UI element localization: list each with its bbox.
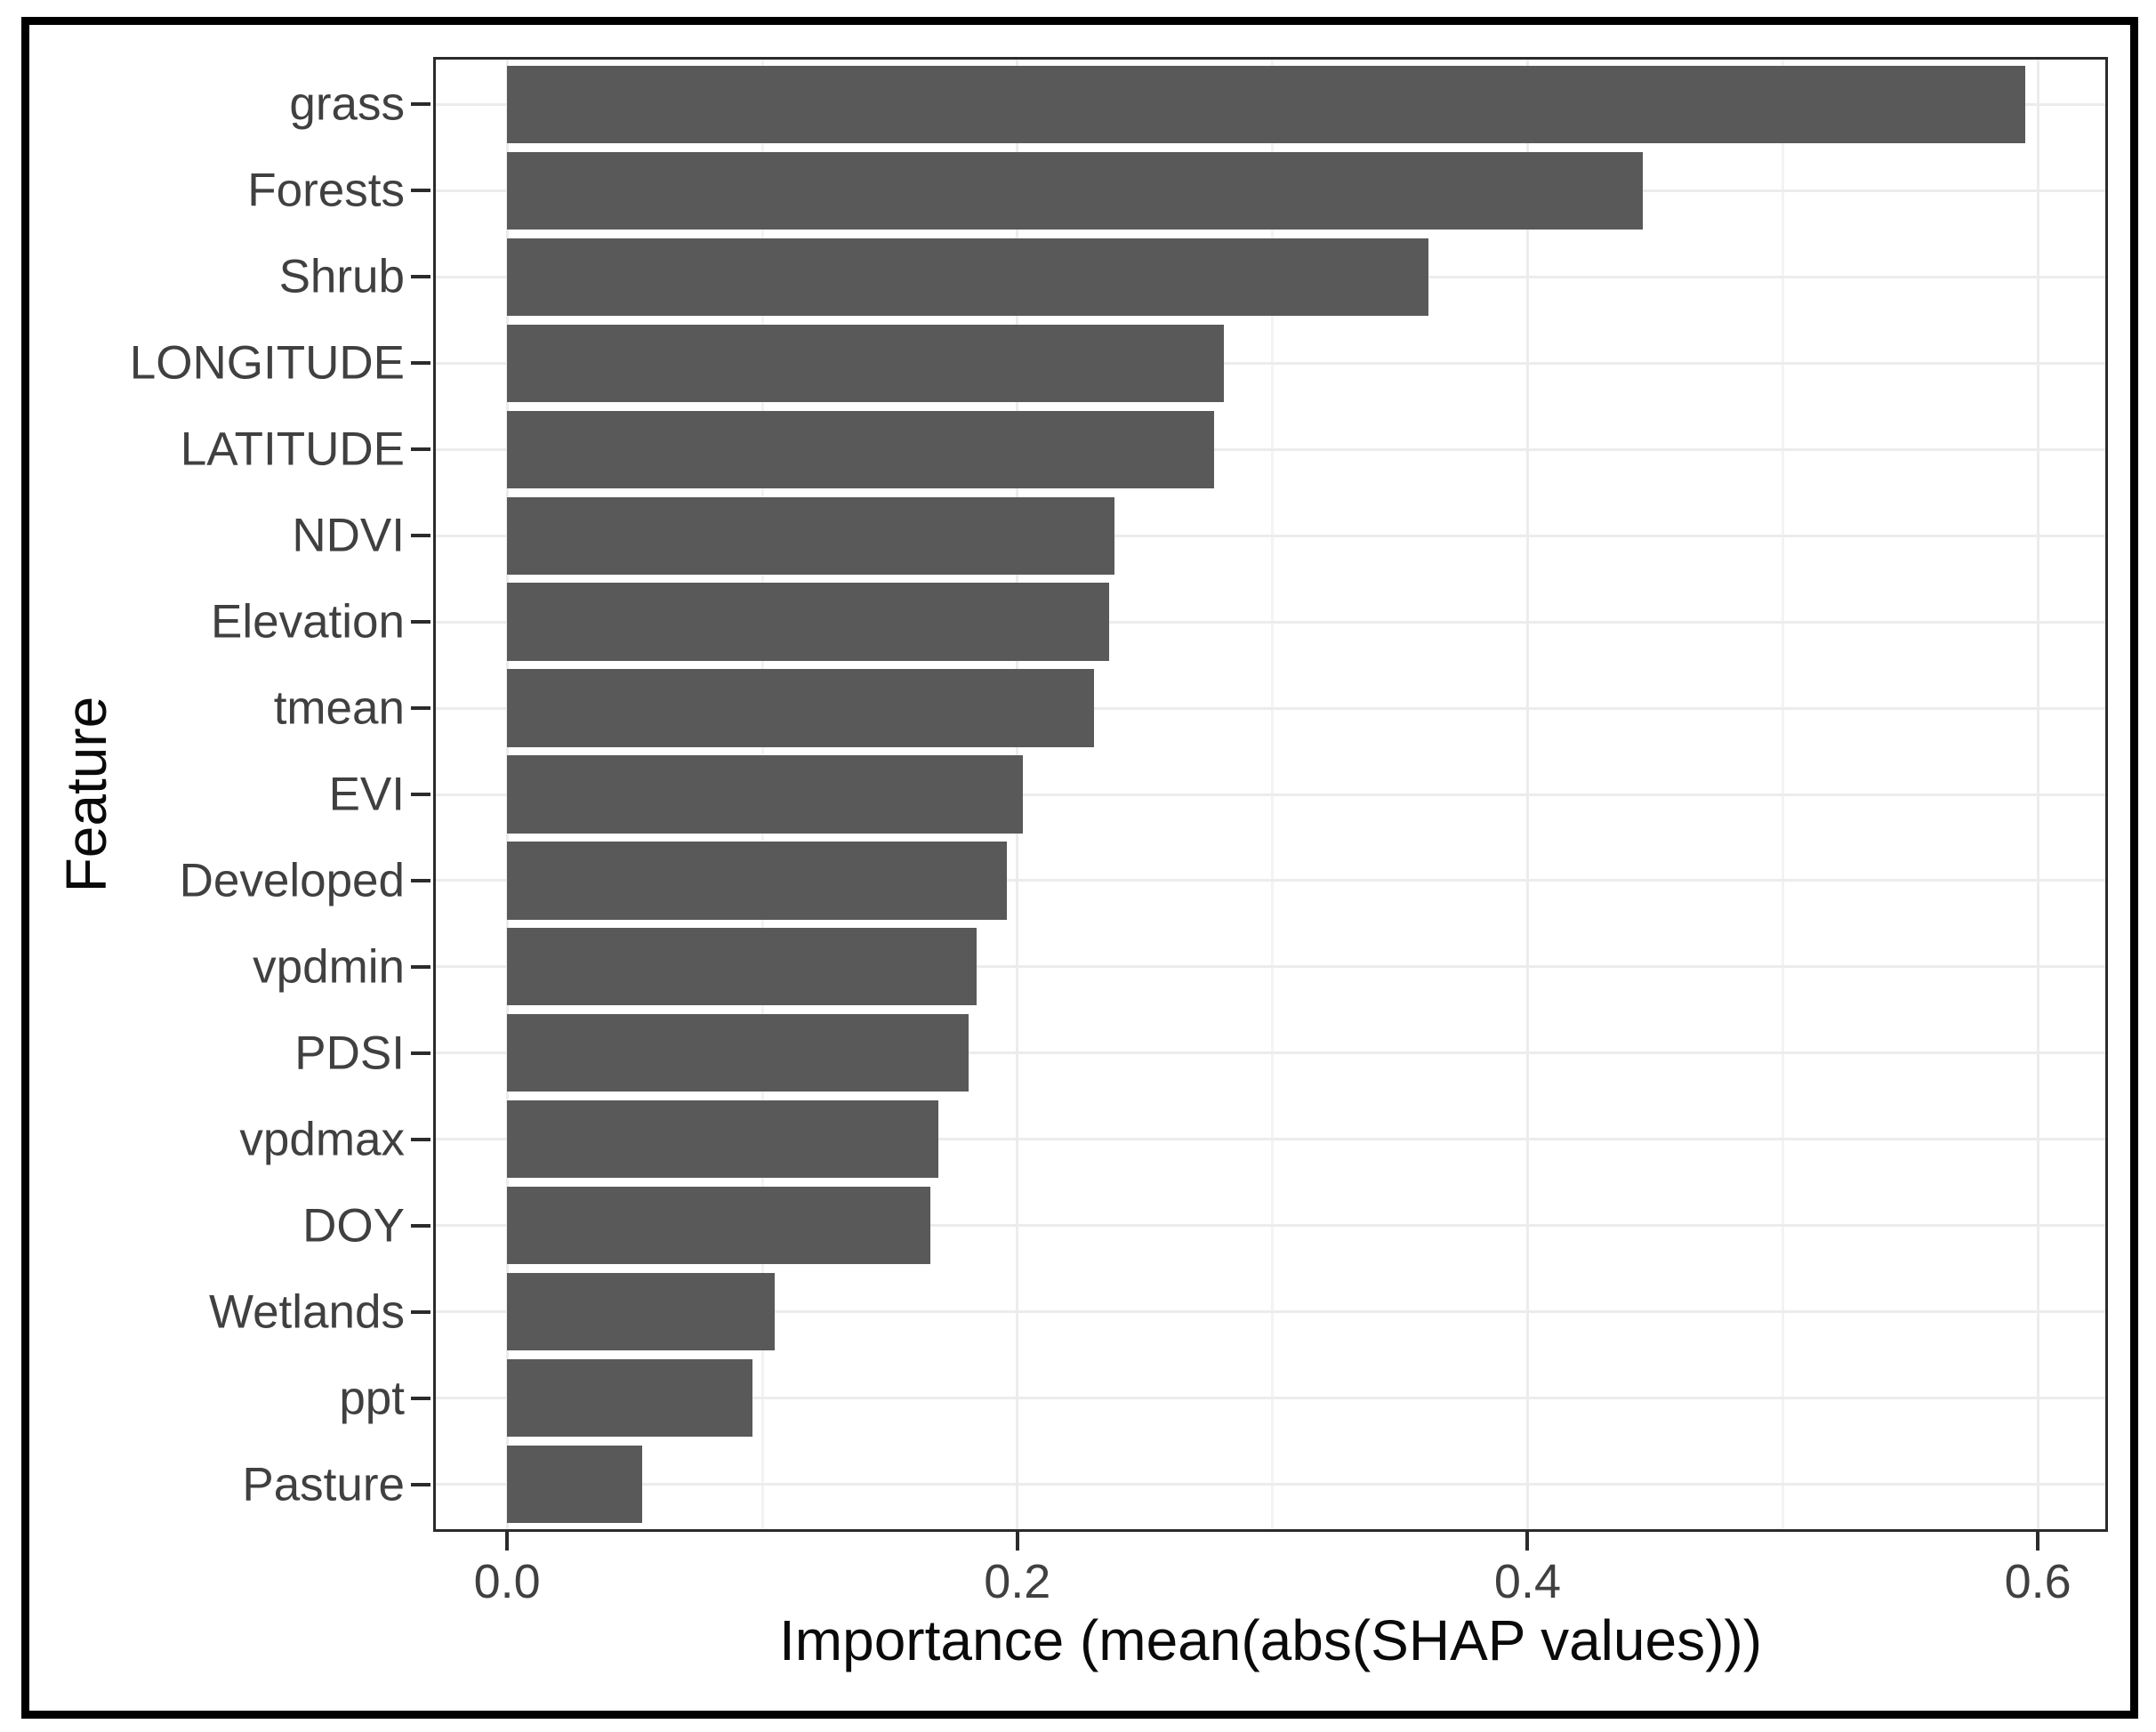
y-tick-label-elevation: Elevation — [210, 595, 405, 648]
y-tick-pasture — [411, 1482, 430, 1486]
x-tick-0.4 — [1525, 1532, 1530, 1551]
y-tick-label-longitude: LONGITUDE — [129, 336, 405, 390]
y-tick-label-pasture: Pasture — [242, 1458, 405, 1511]
y-tick-label-wetlands: Wetlands — [209, 1285, 405, 1339]
y-major-gridline — [433, 1310, 2108, 1314]
bar-doy — [507, 1187, 931, 1265]
bar-vpdmax — [507, 1100, 938, 1179]
y-tick-label-shrub: Shrub — [278, 250, 405, 303]
y-tick-label-ndvi: NDVI — [292, 509, 405, 562]
y-tick-label-grass: grass — [289, 77, 405, 131]
bar-grass — [507, 65, 2025, 144]
bar-tmean — [507, 669, 1094, 747]
bar-pdsi — [507, 1014, 969, 1092]
y-tick-vpdmin — [411, 964, 430, 969]
y-tick-evi — [411, 793, 430, 796]
y-tick-ppt — [411, 1396, 430, 1400]
x-tick-label-0.2: 0.2 — [984, 1555, 1051, 1608]
x-tick-0.6 — [2036, 1532, 2040, 1551]
bar-elevation — [507, 583, 1110, 661]
y-tick-elevation — [411, 620, 430, 624]
y-tick-label-tmean: tmean — [273, 681, 405, 735]
y-tick-label-evi: EVI — [328, 768, 405, 821]
y-tick-developed — [411, 878, 430, 882]
x-tick-0.2 — [1015, 1532, 1019, 1551]
y-tick-longitude — [411, 361, 430, 366]
y-tick-label-latitude: LATITUDE — [180, 423, 405, 476]
y-tick-label-developed: Developed — [179, 854, 405, 907]
bar-shrub — [507, 238, 1428, 316]
bar-evi — [507, 755, 1023, 834]
plot-panel — [433, 57, 2108, 1532]
y-tick-tmean — [411, 706, 430, 711]
y-tick-label-pdsi: PDSI — [294, 1027, 405, 1080]
y-tick-latitude — [411, 447, 430, 452]
y-tick-grass — [411, 102, 430, 107]
x-tick-label-0.4: 0.4 — [1493, 1555, 1561, 1608]
y-major-gridline — [433, 793, 2108, 796]
bar-developed — [507, 842, 1008, 920]
y-major-gridline — [433, 879, 2108, 882]
y-tick-label-doy: DOY — [302, 1199, 405, 1253]
y-tick-label-forests: Forests — [247, 164, 405, 217]
y-tick-pdsi — [411, 1051, 430, 1055]
y-major-gridline — [433, 965, 2108, 969]
y-major-gridline — [433, 447, 2108, 451]
bar-pasture — [507, 1445, 643, 1524]
y-major-gridline — [433, 1483, 2108, 1486]
bar-ppt — [507, 1358, 752, 1438]
y-major-gridline — [433, 620, 2108, 624]
y-tick-vpdmax — [411, 1137, 430, 1141]
bar-ndvi — [507, 496, 1114, 575]
y-major-gridline — [433, 1224, 2108, 1228]
y-tick-wetlands — [411, 1309, 430, 1314]
x-axis-title: Importance (mean(abs(SHAP values))) — [779, 1608, 1762, 1672]
bar-latitude — [507, 410, 1214, 488]
y-tick-ndvi — [411, 534, 430, 538]
x-tick-0.0 — [505, 1532, 510, 1551]
bar-wetlands — [507, 1273, 776, 1351]
bar-longitude — [507, 324, 1225, 402]
y-major-gridline — [433, 1138, 2108, 1141]
y-tick-doy — [411, 1223, 430, 1228]
y-tick-label-ppt: ppt — [339, 1372, 405, 1425]
bar-vpdmin — [507, 928, 977, 1006]
x-tick-label-0.0: 0.0 — [473, 1555, 541, 1608]
y-major-gridline — [433, 706, 2108, 710]
x-tick-label-0.6: 0.6 — [2004, 1555, 2072, 1608]
y-major-gridline — [433, 1397, 2108, 1400]
y-major-gridline — [433, 361, 2108, 365]
y-major-gridline — [433, 1051, 2108, 1055]
y-tick-forests — [411, 189, 430, 193]
y-major-gridline — [433, 534, 2108, 537]
y-tick-shrub — [411, 275, 430, 279]
y-axis-title: Feature — [54, 696, 118, 893]
y-tick-label-vpdmax: vpdmax — [239, 1113, 405, 1166]
bar-forests — [507, 151, 1643, 230]
y-tick-label-vpdmin: vpdmin — [253, 940, 405, 994]
